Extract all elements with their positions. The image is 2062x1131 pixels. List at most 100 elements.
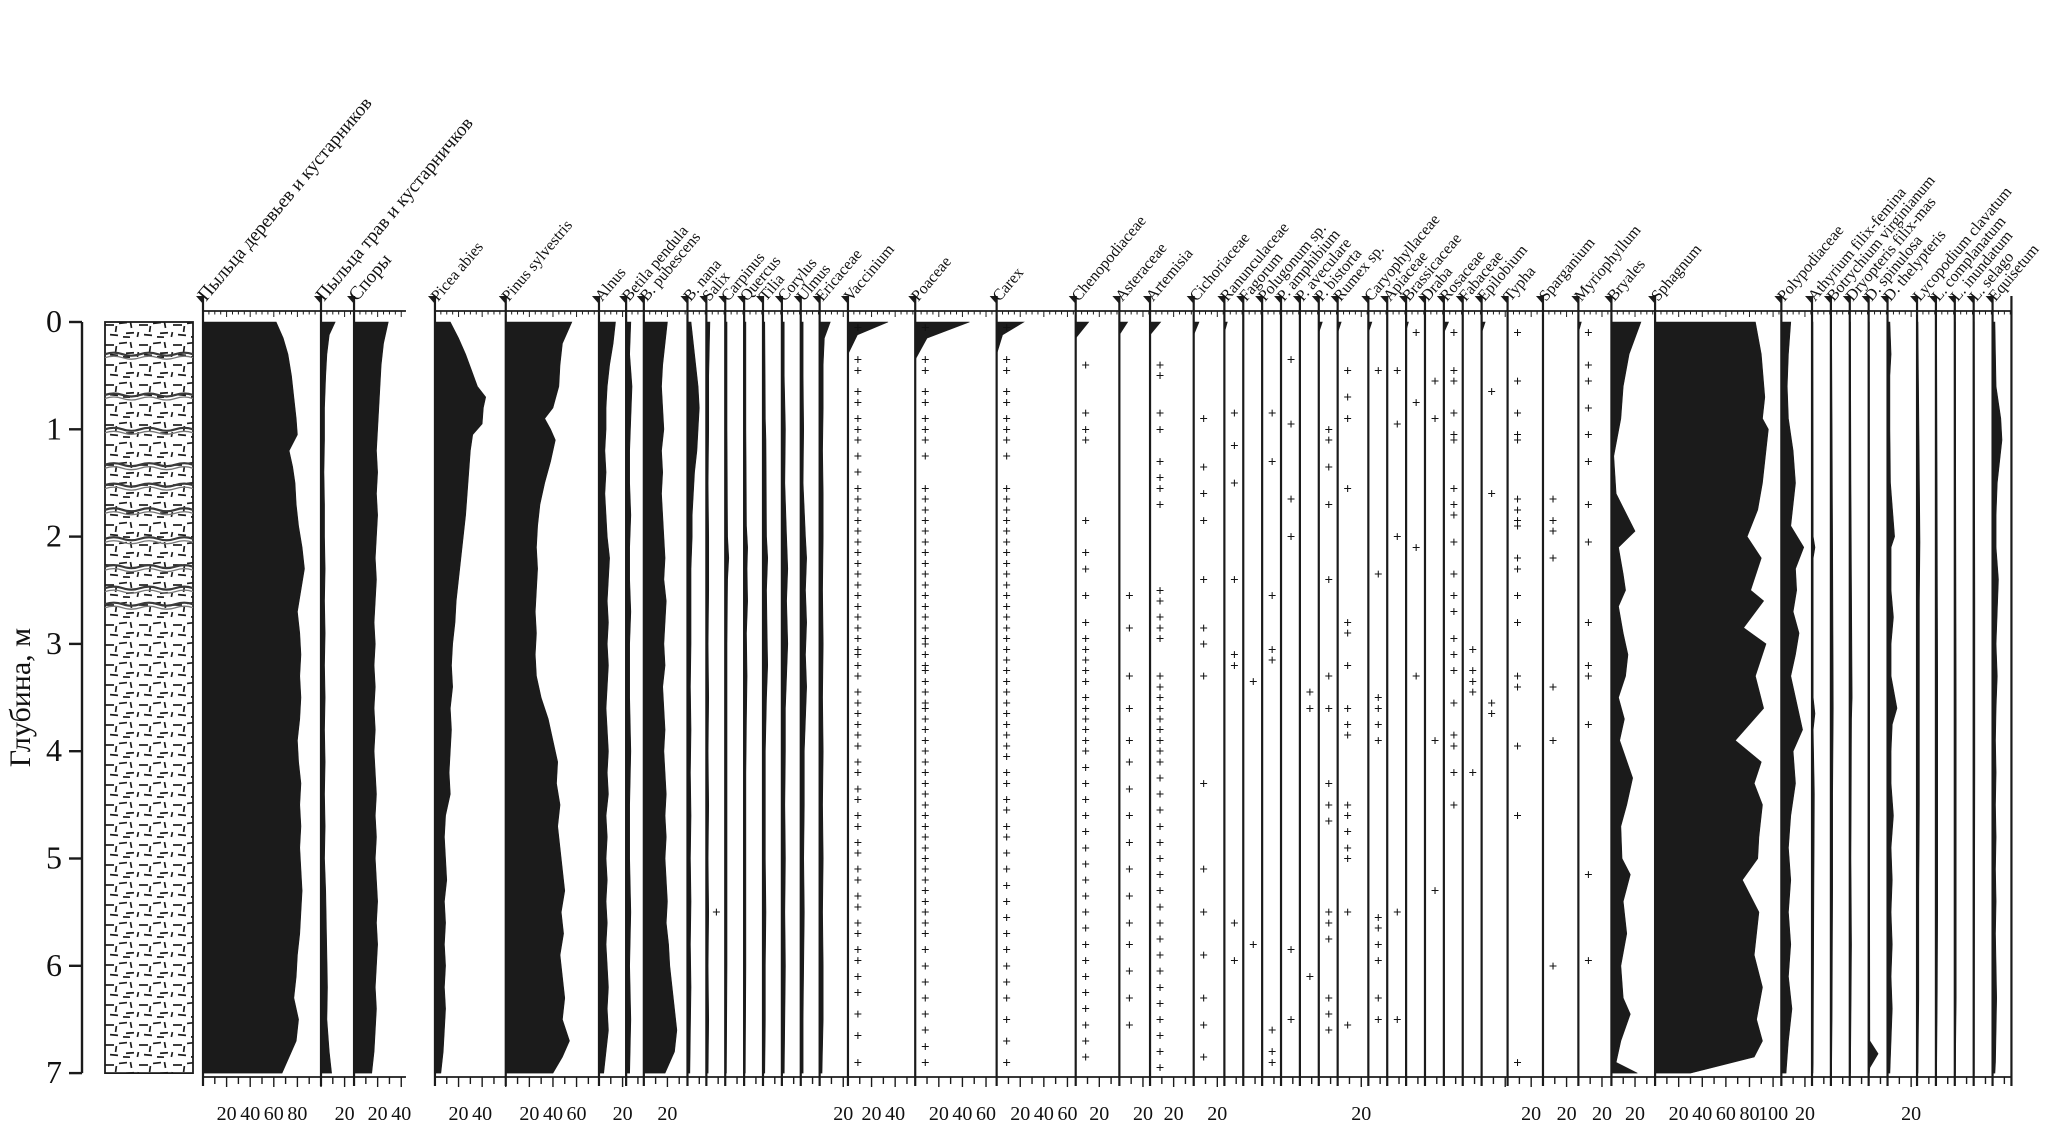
plus-mark: + [921,943,930,959]
plus-mark: + [921,674,930,690]
plus-mark: + [1513,669,1522,685]
column-flag [1380,296,1388,304]
plus-mark: + [1268,653,1277,669]
plus-mark: + [1513,433,1522,449]
scale-label: 60 [567,1103,587,1125]
plus-marks-carex: ++++++++++++++++++++++++++++++++++++++++… [1002,320,1011,1071]
plus-mark: + [1156,868,1165,884]
plus-mark: + [1156,755,1165,771]
plus-mark: + [1513,680,1522,696]
silhouette-brassicaceae [1405,321,1409,331]
plus-mark: + [1324,422,1333,438]
plus-mark: + [1156,691,1165,707]
plus-mark: + [1156,701,1165,717]
plus-mark: + [1374,701,1383,717]
plus-mark: + [854,465,863,481]
scale-label: 40 [885,1103,905,1125]
column-flag [1330,296,1338,304]
scale-label: 40 [1034,1103,1054,1125]
plus-mark: + [1199,669,1208,685]
plus-mark: + [1156,481,1165,497]
scale-label: 20 [1164,1103,1184,1125]
plus-mark: + [1431,733,1440,749]
plus-marks-p_amphibium: + + + + + + [1287,353,1296,1029]
silhouette-b_pubescens [643,321,678,1074]
plus-mark: + [1549,959,1558,975]
plus-mark: + [1450,497,1459,513]
plus-mark: + [1156,594,1165,610]
column-flag [1985,296,1993,304]
plus-mark: + [1324,905,1333,921]
plus-mark: + [1002,776,1011,792]
scale-label: 20 [1795,1103,1815,1125]
column-flag [680,296,688,304]
column-flag [1217,296,1225,304]
plus-mark: + [1002,578,1011,594]
plus-mark: + [921,637,930,653]
plus-mark: + [1002,481,1011,497]
plus-mark: + [1081,691,1090,707]
plus-mark: + [854,535,863,551]
plus-mark: + [1156,680,1165,696]
depth-tick-label: 1 [46,410,62,446]
plus-mark: + [854,658,863,674]
plus-mark: + [921,685,930,701]
plus-mark: + [1081,825,1090,841]
plus-mark: + [1412,669,1421,685]
plus-mark: + [1081,615,1090,631]
plus-mark: + [1230,438,1239,454]
column-flag [1880,296,1888,304]
plus-marks-p_bistorta: ++++++++++++++++ [1324,422,1333,1039]
plus-mark: + [1412,326,1421,342]
plus-mark: + [1431,374,1440,390]
plus-mark: + [1230,406,1239,422]
plus-mark: + [921,787,930,803]
silhouette-rumex [1337,321,1342,333]
plus-mark: + [1156,610,1165,626]
silhouette-betila_pendula [625,321,633,1074]
plus-mark: + [1156,916,1165,932]
plus-mark: + [1081,546,1090,562]
plus-mark: + [1343,1018,1352,1034]
plus-mark: + [854,889,863,905]
silhouette-sphagnum [1654,321,1769,1074]
plus-mark: + [1287,1012,1296,1028]
scale-label: 20 [1089,1103,1109,1125]
plus-mark: + [921,567,930,583]
column-flag [1842,296,1850,304]
plus-mark: + [921,1007,930,1023]
plus-mark: + [854,1055,863,1071]
plus-mark: + [1324,460,1333,476]
plus-mark: + [1584,454,1593,470]
column-flag [1604,296,1612,304]
plus-mark: + [1584,497,1593,513]
plus-mark: + [1002,632,1011,648]
column-flag [347,296,355,304]
plus-mark: + [1002,766,1011,782]
plus-mark: + [1156,723,1165,739]
plus-marks-brassicaceae: + + + + [1412,326,1421,685]
plus-mark: + [921,905,930,921]
plus-mark: + [854,481,863,497]
plus-mark: + [1468,766,1477,782]
plus-mark: + [1156,819,1165,835]
plus-mark: + [1081,433,1090,449]
plus-mark: + [1393,530,1402,546]
plus-mark: + [1513,1055,1522,1071]
plus-mark: + [1199,460,1208,476]
plus-mark: + [1513,562,1522,578]
plus-mark: + [1324,1023,1333,1039]
plus-mark: + [1156,632,1165,648]
plus-mark: + [1002,653,1011,669]
plus-mark: + [921,1055,930,1071]
plus-mark: + [1374,363,1383,379]
plus-mark: + [854,648,863,664]
column-flag [1823,296,1831,304]
plus-mark: + [921,514,930,530]
plus-marks-salix: + [712,905,721,921]
plus-mark: + [1487,385,1496,401]
plus-mark: + [1081,905,1090,921]
